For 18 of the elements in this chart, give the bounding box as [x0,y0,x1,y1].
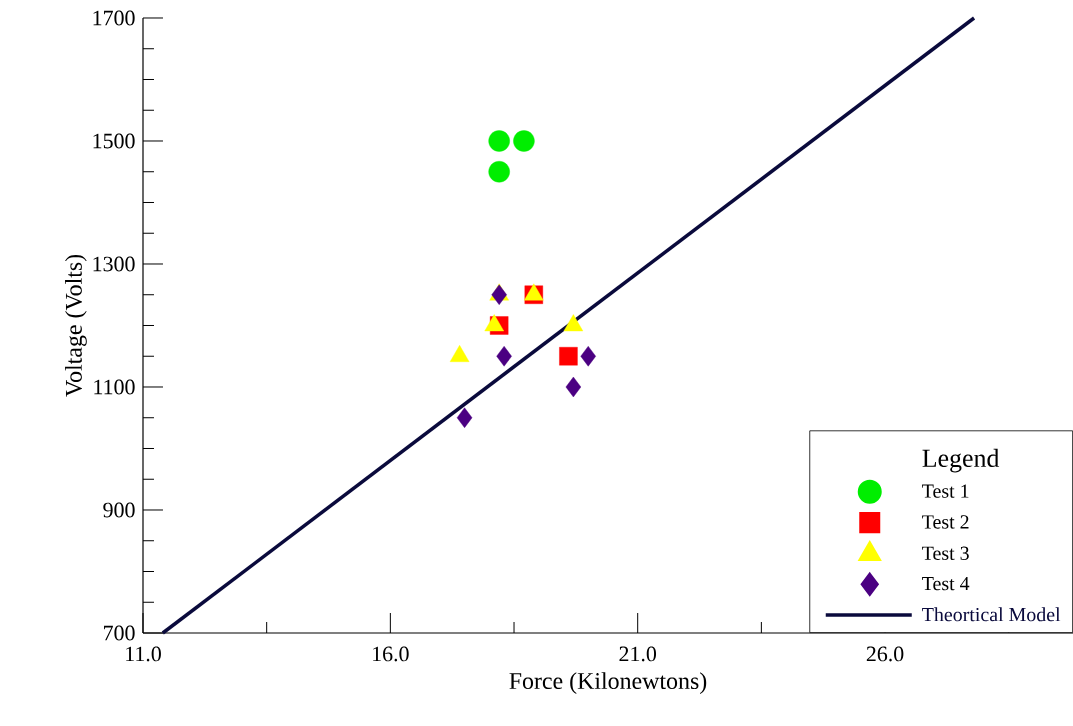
x-tick-label: 26.0 [866,646,904,662]
legend-label: Test 1 [922,484,969,498]
y-tick-label: 900 [103,502,135,518]
x-tick-label: 21.0 [619,646,657,662]
legend-label: Test 4 [922,577,970,591]
legend-label: Test 3 [922,546,969,560]
x-tick-label: 16.0 [373,646,409,662]
x-axis-title: Force (Kilonewtons) [509,672,707,694]
x-tick-label: 11.0 [126,646,161,662]
legend-title: Legend [922,448,1000,473]
y-tick-label: 1100 [94,379,135,395]
y-tick-label: 1700 [93,10,135,26]
legend-label: Test 2 [922,515,969,529]
y-tick-label: 700 [104,625,135,641]
y-tick-label: 1300 [93,256,135,272]
y-axis-title: Voltage (Volts) [65,254,87,397]
y-tick-label: 1500 [93,133,135,149]
legend-label: Theortical Model [922,607,1061,622]
